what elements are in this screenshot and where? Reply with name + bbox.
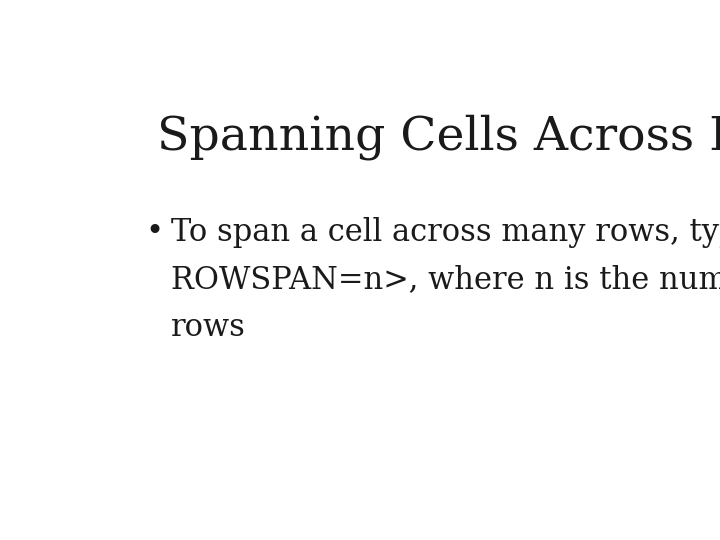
Text: ROWSPAN=n>, where n is the number of: ROWSPAN=n>, where n is the number of bbox=[171, 265, 720, 295]
Text: •: • bbox=[145, 217, 164, 247]
Text: Spanning Cells Across Rows: Spanning Cells Across Rows bbox=[157, 114, 720, 160]
Text: To span a cell across many rows, type <TD: To span a cell across many rows, type <T… bbox=[171, 217, 720, 247]
Text: rows: rows bbox=[171, 312, 246, 343]
